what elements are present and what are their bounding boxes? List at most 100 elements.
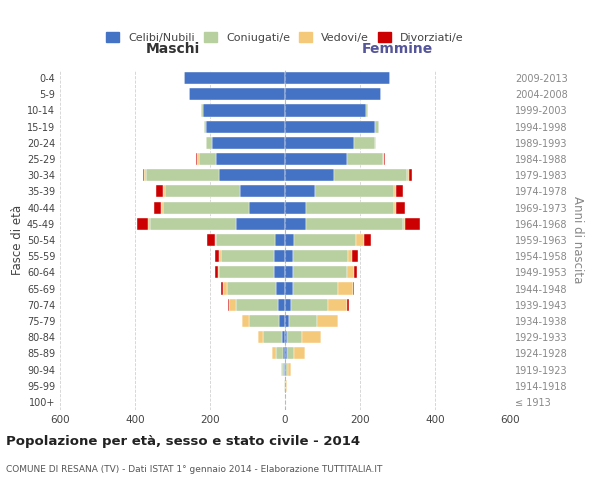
Bar [257,331,263,343]
Bar [405,218,420,230]
Bar [355,266,358,278]
Bar [199,153,215,165]
Bar [328,298,347,311]
Bar [334,169,407,181]
Bar [293,250,347,262]
Bar [287,364,290,376]
Bar [347,298,349,311]
Bar [280,315,285,327]
Bar [285,298,290,311]
Bar [236,218,285,230]
Bar [337,282,353,294]
Bar [221,282,223,294]
Bar [383,153,385,165]
Bar [282,331,285,343]
Bar [281,364,283,376]
Bar [294,348,305,360]
Bar [285,364,286,376]
Bar [409,169,412,181]
Bar [283,364,284,376]
Bar [305,202,394,213]
Bar [285,153,347,165]
Y-axis label: Fasce di età: Fasce di età [11,205,24,275]
Bar [285,282,293,294]
Bar [285,331,287,343]
Bar [395,202,405,213]
Bar [285,72,390,84]
Bar [215,250,220,262]
Bar [206,120,285,132]
Bar [285,186,315,198]
Legend: Celibi/Nubili, Coniugati/e, Vedovi/e, Divorziati/e: Celibi/Nubili, Coniugati/e, Vedovi/e, Di… [102,28,468,48]
Bar [337,315,338,327]
Bar [203,104,285,117]
Bar [285,250,293,262]
Bar [286,364,287,376]
Bar [356,234,364,246]
Bar [227,282,275,294]
Bar [293,282,337,294]
Bar [289,315,317,327]
Bar [272,348,275,360]
Bar [275,348,283,360]
Bar [287,348,294,360]
Bar [220,250,221,262]
Bar [163,202,250,213]
Bar [150,218,236,230]
Bar [394,202,395,213]
Bar [184,72,285,84]
Bar [403,218,405,230]
Bar [217,234,275,246]
Bar [220,169,285,181]
Bar [407,169,409,181]
Bar [228,298,229,311]
Bar [229,298,236,311]
Bar [287,331,302,343]
Bar [315,186,394,198]
Bar [240,186,285,198]
Bar [157,186,163,198]
Bar [137,218,148,230]
Bar [347,266,355,278]
Bar [275,282,285,294]
Bar [285,348,287,360]
Bar [285,266,293,278]
Bar [163,186,165,198]
Bar [347,250,352,262]
Bar [263,331,282,343]
Bar [215,153,285,165]
Bar [285,120,375,132]
Bar [250,315,280,327]
Bar [375,120,379,132]
Bar [148,218,150,230]
Bar [285,315,289,327]
Bar [146,169,220,181]
Bar [223,282,227,294]
Bar [205,137,206,149]
Bar [215,234,217,246]
Bar [352,250,358,262]
Bar [394,186,395,198]
Text: Maschi: Maschi [145,42,200,56]
Bar [236,298,277,311]
Bar [161,202,163,213]
Bar [154,202,161,213]
Bar [375,137,376,149]
Bar [196,153,197,165]
Bar [364,234,371,246]
Text: Femmine: Femmine [362,42,433,56]
Bar [274,250,285,262]
Bar [286,380,287,392]
Bar [165,186,240,198]
Bar [212,137,285,149]
Bar [284,364,285,376]
Bar [293,266,347,278]
Bar [285,104,365,117]
Text: COMUNE DI RESANA (TV) - Dati ISTAT 1° gennaio 2014 - Elaborazione TUTTITALIA.IT: COMUNE DI RESANA (TV) - Dati ISTAT 1° ge… [6,465,382,474]
Bar [145,169,146,181]
Bar [285,169,334,181]
Bar [355,137,375,149]
Bar [285,202,305,213]
Bar [221,250,274,262]
Bar [365,104,367,117]
